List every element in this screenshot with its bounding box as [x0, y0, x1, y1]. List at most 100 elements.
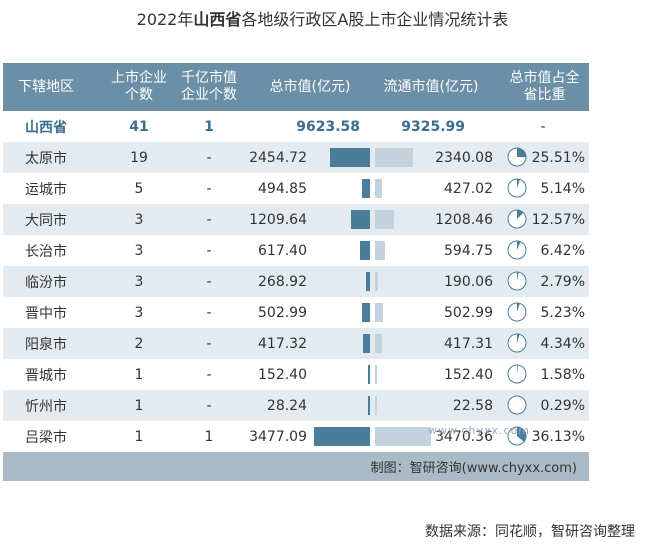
listed-count: 3	[134, 273, 144, 290]
float-cap-bar	[375, 241, 385, 260]
total-cap-bar	[361, 303, 370, 322]
listed-count: 1	[134, 397, 144, 414]
table-row: 晋城市 1 - 152.40 152.40 1.58%	[3, 359, 589, 390]
region-name: 长治市	[25, 243, 67, 260]
region-name: 太原市	[25, 150, 67, 167]
total-cap-bar	[368, 396, 370, 415]
share-value: 5.23%	[540, 304, 585, 321]
table-footer: 制图：智研咨询(www.chyxx.com)	[3, 452, 589, 481]
total-cap-bar	[365, 272, 370, 291]
table-row: 长治市 3 - 617.40 594.75 6.42%	[3, 235, 589, 266]
total-cap-bar	[367, 365, 370, 384]
share-pie	[507, 240, 527, 260]
total-cap-value: 2454.72	[249, 149, 307, 166]
total-cap-value: 28.24	[266, 397, 307, 414]
total-cap-value: 494.85	[258, 180, 307, 197]
credit-text: 制图：智研咨询(www.chyxx.com)	[370, 461, 577, 476]
hundred-billion-count: -	[206, 304, 212, 321]
share-pie	[507, 271, 527, 291]
hundred-billion-count: -	[206, 366, 212, 383]
listed-count: 1	[134, 366, 144, 383]
float-cap-bar	[375, 334, 382, 353]
share-value: 4.34%	[540, 335, 585, 352]
share-pie-slice	[517, 179, 520, 188]
header-listed: 上市企业 个数	[111, 70, 167, 103]
table-row: 运城市 5 - 494.85 427.02 5.14%	[3, 173, 589, 204]
total-cap-bar	[314, 427, 370, 446]
region-name: 晋中市	[25, 305, 67, 322]
share-pie-slice	[517, 210, 524, 219]
region-name: 阳泉市	[25, 336, 67, 353]
float-cap-value: 1208.46	[435, 211, 493, 228]
float-cap-value: 190.06	[444, 273, 493, 290]
float-cap-value: 22.58	[452, 397, 493, 414]
listed-count: 5	[134, 180, 144, 197]
hundred-billion-count: -	[206, 273, 212, 290]
total-cap-value: 502.99	[258, 304, 307, 321]
header-float-cap: 流通市值(亿元)	[383, 78, 479, 95]
hundred-billion-count: -	[206, 397, 212, 414]
float-cap-bar	[375, 148, 413, 167]
listed-count: 3	[134, 242, 144, 259]
float-cap-bar	[375, 427, 431, 446]
hundred-billion-count: -	[206, 242, 212, 259]
table-row: 忻州市 1 - 28.24 22.58 0.29%	[3, 390, 589, 421]
region-name: 临汾市	[25, 274, 67, 291]
share-pie-slice	[517, 148, 527, 158]
share-pie	[507, 178, 527, 198]
listed-count: 3	[134, 304, 144, 321]
total-cap-value: 617.40	[258, 242, 307, 259]
float-cap-bar	[375, 303, 384, 322]
region-name: 忻州市	[25, 398, 67, 415]
total-cap-value: 3477.09	[249, 428, 307, 445]
total-cap-bar	[360, 241, 370, 260]
hundred-billion-count: -	[206, 335, 212, 352]
share-pie-slice	[517, 364, 518, 374]
listed-count: 3	[134, 211, 144, 228]
share-pie	[507, 147, 527, 167]
hundred-billion-count: -	[206, 180, 212, 197]
float-cap-bar	[375, 272, 379, 291]
total-cap-value: 417.32	[258, 335, 307, 352]
float-cap-bar	[375, 396, 377, 415]
share-value: 5.14%	[540, 180, 585, 197]
share-pie-slice	[517, 427, 526, 442]
table-row: 临汾市 3 - 268.92 190.06 2.79%	[3, 266, 589, 297]
share-pie-slice	[517, 303, 520, 312]
region-name: 晋城市	[25, 367, 67, 384]
total-cap-value: 1209.64	[249, 211, 307, 228]
listed-count: 19	[130, 149, 148, 166]
listed-count: 1	[134, 428, 144, 445]
province-listed: 41	[129, 118, 149, 135]
data-table: 下辖地区 上市企业 个数 千亿市值 企业个数 总市值(亿元) 流通市值(亿元) 总市…	[3, 63, 589, 481]
province-row: 山西省 41 1 9623.58 9325.99 -	[3, 111, 589, 142]
province-name: 山西省	[25, 119, 67, 136]
share-value: 25.51%	[531, 149, 585, 166]
table-row: 阳泉市 2 - 417.32 417.31 4.34%	[3, 328, 589, 359]
float-cap-value: 2340.08	[435, 149, 493, 166]
table-row: 大同市 3 - 1209.64 1208.46 12.57%	[3, 204, 589, 235]
region-name: 吕梁市	[25, 429, 67, 446]
total-cap-value: 268.92	[258, 273, 307, 290]
header-total-cap: 总市值(亿元)	[269, 78, 351, 95]
float-cap-value: 427.02	[444, 180, 493, 197]
hundred-billion-count: -	[206, 149, 212, 166]
province-share: -	[540, 118, 546, 135]
share-pie-slice	[517, 241, 521, 250]
watermark: www.chyxx.com	[428, 424, 531, 437]
region-name: 大同市	[25, 212, 67, 229]
total-cap-value: 152.40	[258, 366, 307, 383]
share-pie	[507, 426, 527, 446]
float-cap-value: 502.99	[444, 304, 493, 321]
share-pie	[507, 209, 527, 229]
chart-title: 2022年山西省各地级行政区A股上市企业情况统计表	[136, 10, 509, 29]
float-cap-value: 594.75	[444, 242, 493, 259]
share-value: 0.29%	[540, 397, 585, 414]
float-cap-bar	[375, 210, 395, 229]
region-name: 运城市	[25, 181, 67, 198]
share-pie	[507, 395, 527, 415]
header-region: 下辖地区	[18, 78, 74, 95]
total-cap-bar	[330, 148, 370, 167]
share-pie-slice	[517, 334, 520, 343]
header-share: 总市值占全 省比重	[509, 70, 580, 103]
